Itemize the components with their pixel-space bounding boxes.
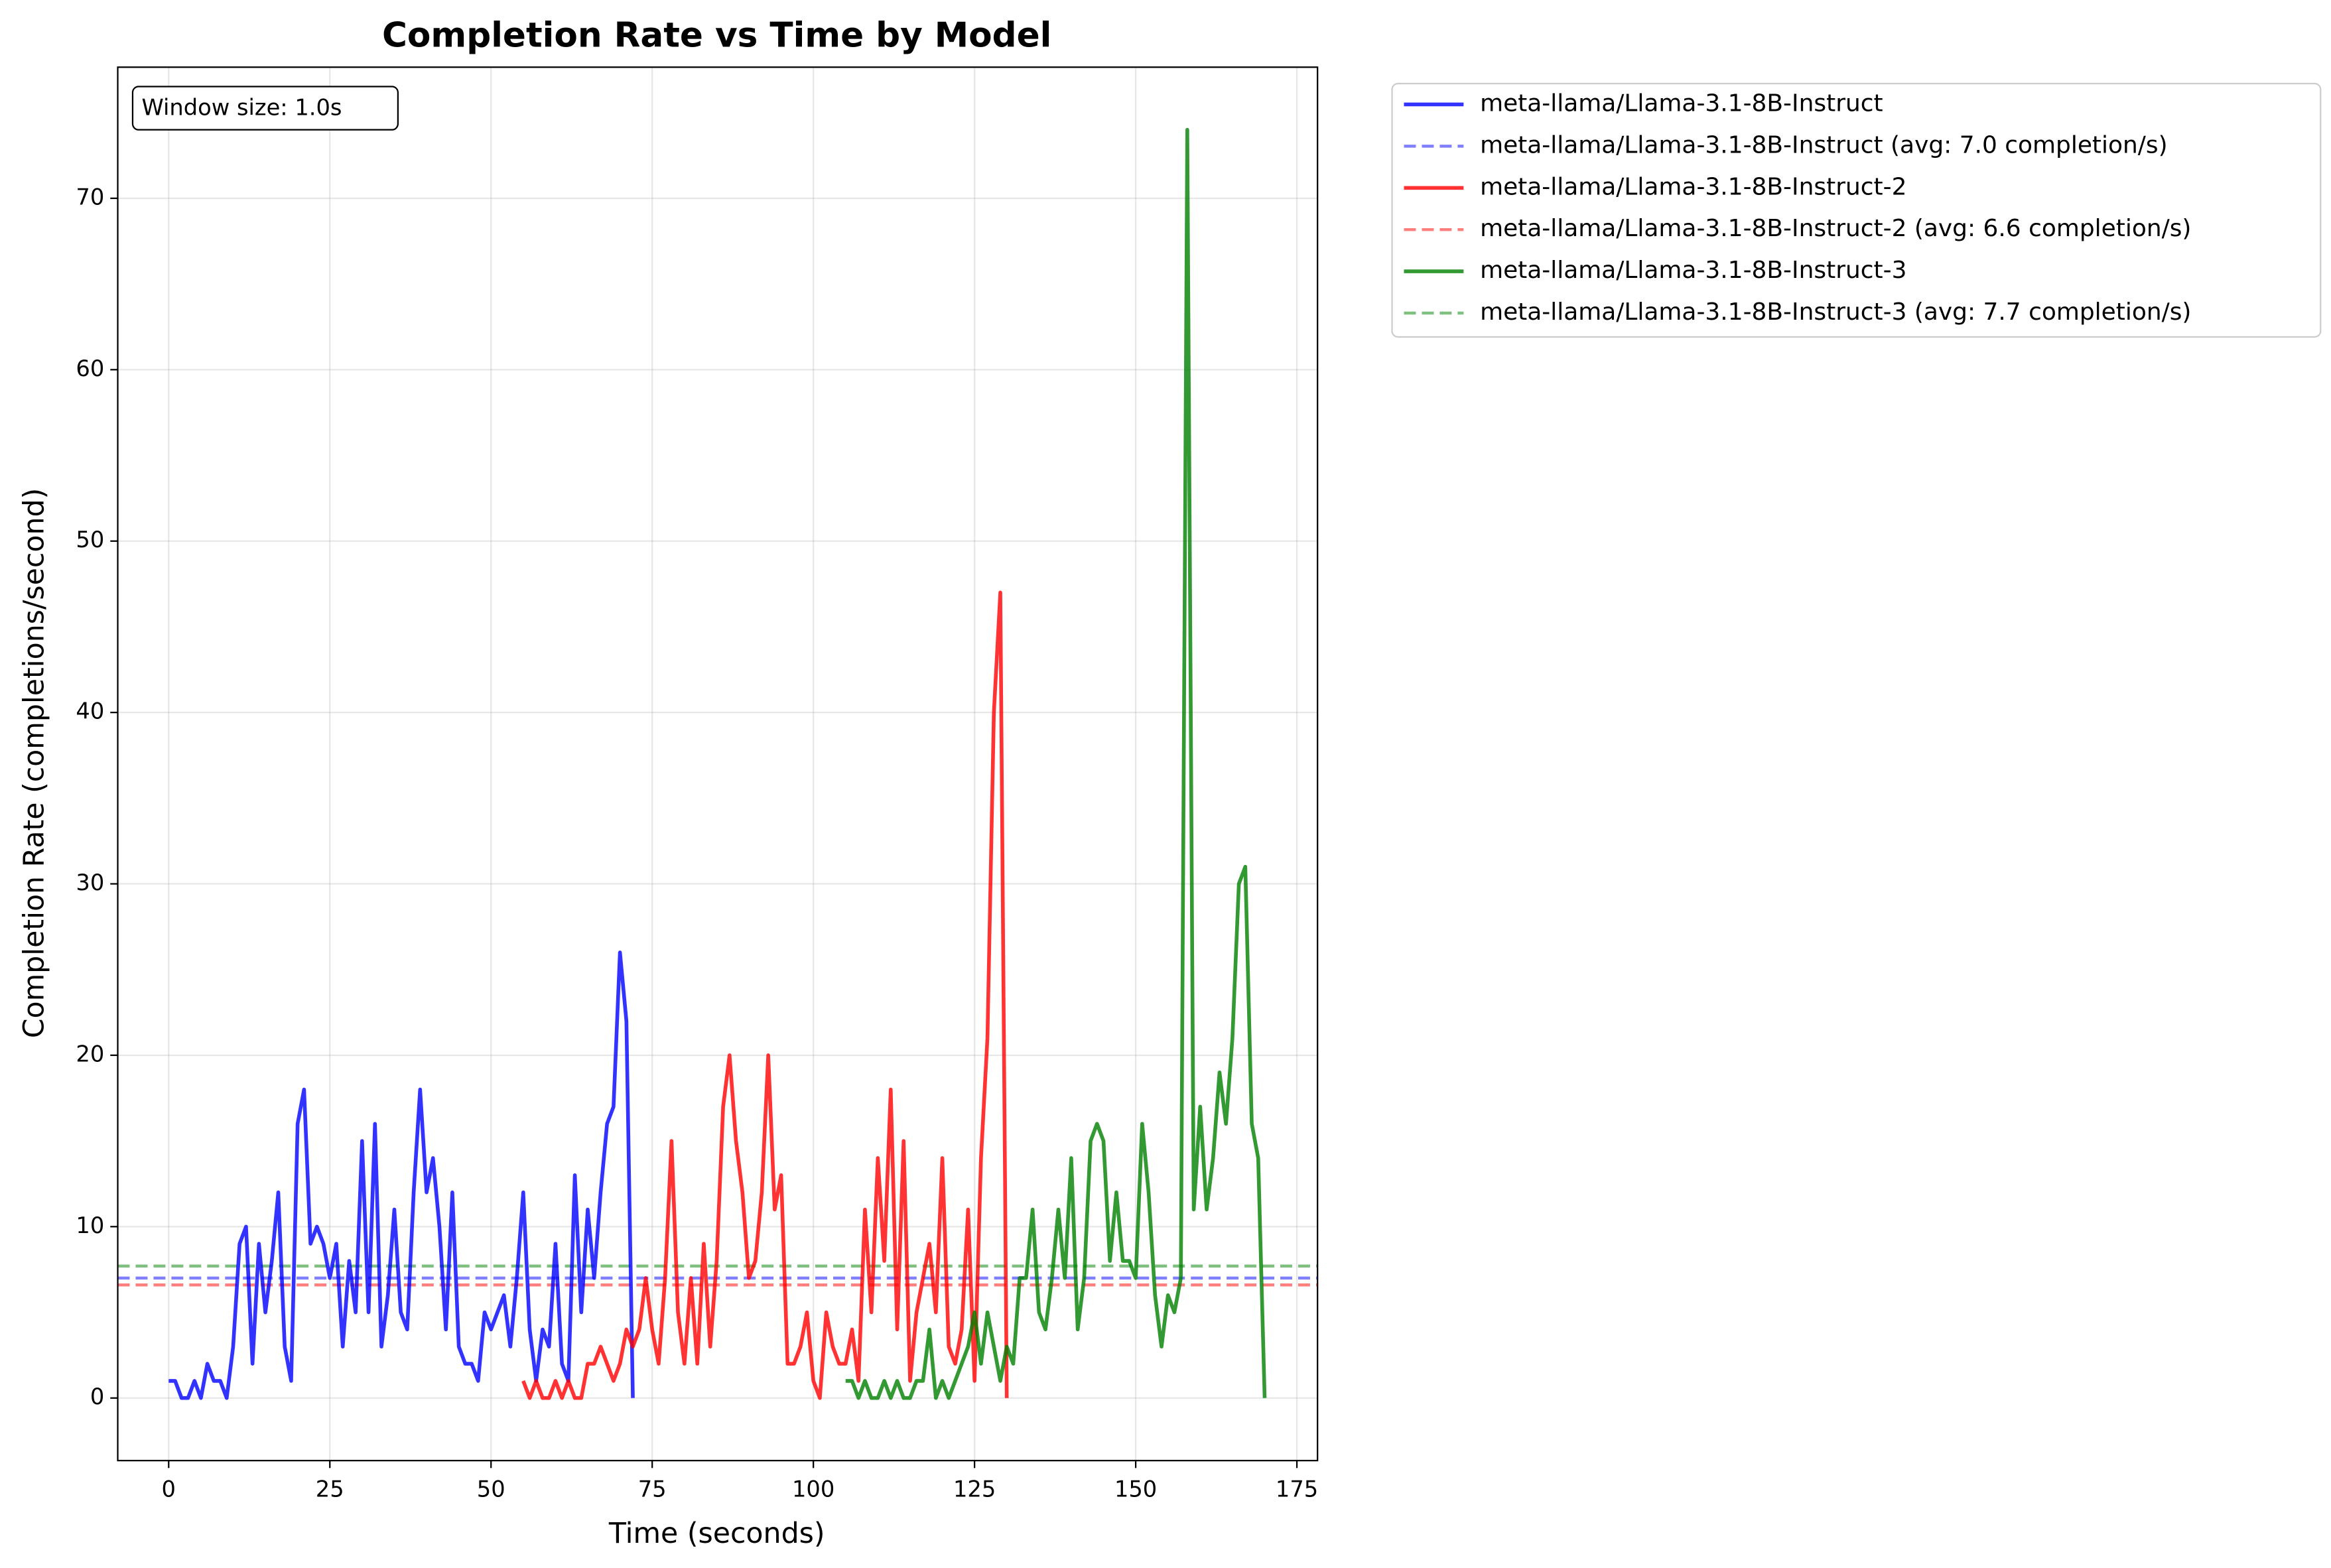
x-tick-label: 0 bbox=[162, 1476, 176, 1502]
plot-frame bbox=[117, 66, 1319, 1462]
legend-label: meta-llama/Llama-3.1-8B-Instruct-3 (avg:… bbox=[1480, 298, 2191, 326]
annotation: Window size: 1.0s bbox=[141, 95, 342, 121]
legend-label: meta-llama/Llama-3.1-8B-Instruct-3 bbox=[1480, 257, 1906, 284]
y-tick-label: 30 bbox=[76, 870, 104, 895]
data-line bbox=[168, 950, 635, 1400]
y-tick-label: 60 bbox=[76, 356, 104, 381]
y-tick-label: 20 bbox=[76, 1041, 104, 1067]
legend-label: meta-llama/Llama-3.1-8B-Instruct-2 bbox=[1480, 173, 1906, 200]
data-line bbox=[845, 127, 1267, 1400]
chart-title: Completion Rate vs Time by Model bbox=[382, 15, 1051, 55]
x-tick-label: 125 bbox=[953, 1476, 996, 1502]
annotation-box bbox=[131, 86, 399, 131]
x-tick-label: 50 bbox=[477, 1476, 505, 1502]
data-line bbox=[521, 590, 1009, 1400]
y-tick-label: 10 bbox=[76, 1212, 104, 1238]
y-tick-label: 0 bbox=[90, 1384, 104, 1409]
legend-label: meta-llama/Llama-3.1-8B-Instruct bbox=[1480, 90, 1883, 117]
x-tick-label: 175 bbox=[1276, 1476, 1318, 1502]
x-tick-label: 100 bbox=[792, 1476, 834, 1502]
legend-label: meta-llama/Llama-3.1-8B-Instruct-2 (avg:… bbox=[1480, 215, 2191, 242]
x-axis-label: Time (seconds) bbox=[608, 1517, 825, 1550]
x-tick-label: 25 bbox=[316, 1476, 344, 1502]
y-axis-label: Completion Rate (completions/second) bbox=[17, 488, 50, 1039]
x-tick-label: 75 bbox=[638, 1476, 667, 1502]
y-tick-label: 50 bbox=[76, 527, 104, 553]
legend-label: meta-llama/Llama-3.1-8B-Instruct (avg: 7… bbox=[1480, 131, 2168, 159]
x-tick-label: 150 bbox=[1114, 1476, 1157, 1502]
legend-box bbox=[1391, 82, 2322, 338]
y-tick-label: 40 bbox=[76, 698, 104, 724]
y-tick-label: 70 bbox=[76, 184, 104, 210]
